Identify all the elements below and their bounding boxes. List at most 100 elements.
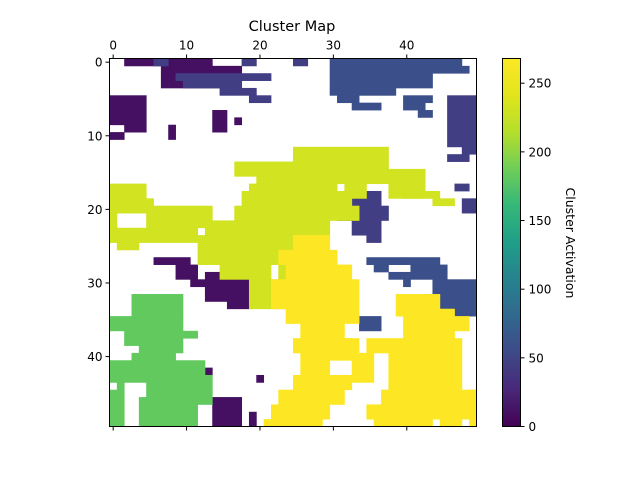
colorbar-axis: 0 50 100 150 200 250 xyxy=(520,77,552,434)
heatmap-cell-cluster-2 xyxy=(329,65,470,74)
heatmap-cell-cluster-3 xyxy=(109,389,118,427)
heatmap-cell-cluster-1 xyxy=(366,235,382,243)
heatmap-cell-cluster-5 xyxy=(300,323,345,339)
heatmap-cell-cluster-0 xyxy=(153,257,191,265)
heatmap-cell-cluster-2 xyxy=(366,257,404,265)
heatmap-cell-cluster-2 xyxy=(403,257,441,265)
heatmap-cell-cluster-4 xyxy=(256,176,294,185)
x-tick-label: 20 xyxy=(252,39,267,53)
heatmap-cell-cluster-1 xyxy=(293,58,309,67)
heatmap-cell-cluster-4 xyxy=(116,227,198,243)
heatmap-cell-cluster-5 xyxy=(300,352,331,376)
heatmap-cell-cluster-5 xyxy=(366,404,477,420)
heatmap-cell-cluster-1 xyxy=(153,58,169,67)
heatmap-cell-cluster-4 xyxy=(403,190,441,199)
heatmap-cell-cluster-1 xyxy=(241,58,257,67)
heatmap-cell-cluster-2 xyxy=(403,95,433,104)
colorbar-tick-label: 50 xyxy=(529,351,544,365)
heatmap-cell-cluster-3 xyxy=(116,382,125,427)
plot-frame xyxy=(109,58,477,427)
heatmap-cell-cluster-3 xyxy=(138,345,162,354)
colorbar xyxy=(502,58,521,427)
heatmap-cell-cluster-4 xyxy=(293,176,367,185)
heatmap-cell-cluster-2 xyxy=(410,264,448,280)
x-tick-label: 40 xyxy=(399,39,414,53)
heatmap-cell-cluster-0 xyxy=(204,367,213,376)
heatmap-cell-cluster-3 xyxy=(131,294,184,317)
heatmap-cell-cluster-4 xyxy=(248,249,279,258)
heatmap-cell-cluster-5 xyxy=(293,374,353,391)
heatmap-cell-cluster-3 xyxy=(160,338,184,354)
heatmap-cell-cluster-0 xyxy=(226,301,250,310)
heatmap-cell-cluster-4 xyxy=(234,205,360,221)
heatmap-cell-cluster-0 xyxy=(109,95,147,126)
heatmap-cell-cluster-2 xyxy=(373,264,389,273)
colorbar-tick-label: 100 xyxy=(529,283,552,297)
chart-title: Cluster Map xyxy=(249,19,336,35)
heatmap-cell-cluster-1 xyxy=(234,87,257,96)
heatmap-cell-cluster-5 xyxy=(381,389,477,405)
heatmap-cell-cluster-5 xyxy=(366,338,463,354)
heatmap-cell-cluster-4 xyxy=(344,183,367,199)
heatmap-cell-cluster-0 xyxy=(248,411,257,427)
heatmap-cell-cluster-3 xyxy=(138,397,198,427)
heatmap-cell-cluster-5 xyxy=(270,404,331,420)
heatmap-cell-cluster-3 xyxy=(131,352,176,383)
y-tick-label: 10 xyxy=(87,129,102,143)
heatmap-cell-cluster-3 xyxy=(197,374,213,405)
colorbar-tick-label: 150 xyxy=(529,214,552,228)
heatmap-cell-cluster-3 xyxy=(168,330,198,339)
heatmap-cell-cluster-5 xyxy=(285,308,360,324)
y-tick-label: 30 xyxy=(87,276,102,290)
heatmap-cell-cluster-2 xyxy=(388,271,411,280)
heatmap-cell-cluster-0 xyxy=(212,397,243,427)
heatmap-cell-cluster-0 xyxy=(212,110,228,133)
heatmap-cell-cluster-2 xyxy=(351,102,382,111)
heatmap-cell-cluster-3 xyxy=(124,330,169,346)
heatmap-cell-cluster-0 xyxy=(190,279,206,288)
heatmap-cell-cluster-1 xyxy=(461,146,477,155)
heatmap-cell-cluster-1 xyxy=(175,73,272,81)
heatmap-cell-cluster-4 xyxy=(116,205,213,214)
x-tick-label: 10 xyxy=(179,39,194,53)
heatmap-cell-cluster-0 xyxy=(124,124,147,133)
heatmap-cell-cluster-0 xyxy=(175,264,198,280)
x-axis: 0 10 20 30 40 xyxy=(109,39,414,431)
heatmap-cell-cluster-4 xyxy=(241,190,353,207)
heatmap-cell-cluster-2 xyxy=(403,279,411,288)
heatmap-cell-cluster-4 xyxy=(219,264,272,280)
heatmap-cell-cluster-0 xyxy=(256,374,265,383)
heatmap-cell-cluster-1 xyxy=(248,95,272,104)
heatmap-cell-cluster-2 xyxy=(359,316,382,332)
heatmap-cells xyxy=(109,58,477,427)
heatmap-cell-cluster-5 xyxy=(469,389,477,427)
heatmap-cell-cluster-1 xyxy=(454,124,470,140)
heatmap-cell-cluster-2 xyxy=(417,110,433,118)
heatmap-cell-cluster-5 xyxy=(425,316,470,332)
heatmap-cell-cluster-2 xyxy=(403,102,426,111)
heatmap-cell-cluster-5 xyxy=(373,419,433,427)
y-axis: 0 10 20 30 40 xyxy=(87,56,110,364)
y-tick-label: 0 xyxy=(95,56,103,70)
heatmap-cell-cluster-0 xyxy=(234,117,243,126)
heatmap-cell-cluster-4 xyxy=(432,198,455,207)
colorbar-label: Cluster Activation xyxy=(563,188,578,299)
y-tick-label: 40 xyxy=(87,350,102,364)
heatmap-cell-cluster-4 xyxy=(248,183,338,192)
heatmap-cell-cluster-5 xyxy=(285,264,353,280)
heatmap-cell-cluster-4 xyxy=(116,242,140,251)
heatmap-cell-cluster-1 xyxy=(219,87,235,96)
heatmap-cell-cluster-4 xyxy=(146,213,213,229)
heatmap-cell-cluster-1 xyxy=(461,198,477,214)
heatmap-cell-cluster-5 xyxy=(388,352,463,391)
heatmap-cell-cluster-0 xyxy=(168,124,176,140)
heatmap-cell-cluster-4 xyxy=(124,198,154,207)
heatmap-cell-cluster-4 xyxy=(204,220,331,236)
heatmap-cell-cluster-2 xyxy=(432,279,477,295)
heatmap-cell-cluster-1 xyxy=(454,183,470,192)
heatmap-cell-cluster-5 xyxy=(293,235,331,251)
heatmap-cell-cluster-1 xyxy=(351,220,382,236)
heatmap-cell-cluster-0 xyxy=(109,132,125,140)
heatmap-cell-cluster-3 xyxy=(109,360,132,383)
